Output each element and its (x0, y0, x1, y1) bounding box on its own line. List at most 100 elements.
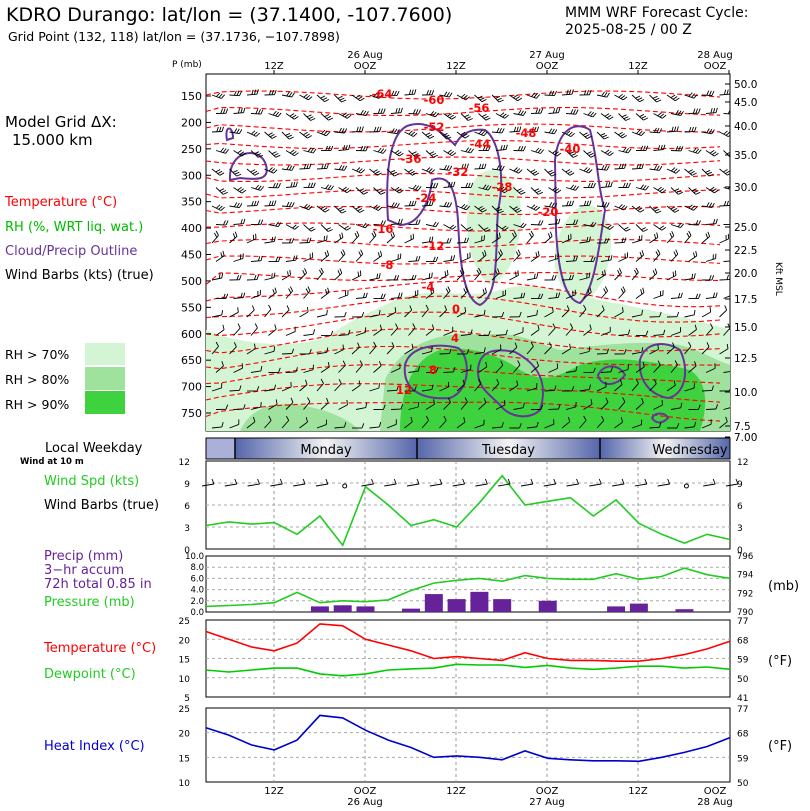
wind-barb-flag (274, 89, 277, 95)
wind-barb-flag (341, 99, 347, 103)
wind-barb-flag (639, 251, 643, 257)
wind-barb-flag (252, 170, 258, 175)
wind-barb-flag (572, 109, 576, 115)
wind-barb-flag (715, 404, 719, 410)
wind-barb-flag (726, 89, 729, 95)
wind-barb (491, 311, 505, 318)
wind-barb-staff (460, 257, 471, 262)
wind-barb-flag (376, 273, 379, 279)
wind-barb-flag (326, 347, 329, 353)
wind-barb (229, 231, 238, 244)
wind-barb-flag (253, 274, 257, 280)
wind-barb-flag (275, 154, 281, 158)
wind-barb-flag (292, 151, 297, 155)
wind-barb-staff (373, 329, 382, 336)
wind-barb-flag (557, 292, 561, 298)
wind-barb (334, 379, 342, 392)
wind-barb-flag (610, 255, 613, 261)
wind-barb-flag (273, 152, 279, 157)
wind-barb-staff (495, 404, 506, 410)
wind-barb-flag (606, 114, 612, 119)
wind-barb (316, 347, 329, 355)
wind-barb-flag (243, 404, 246, 410)
wind-barb-flag (357, 271, 360, 277)
wind-barb-flag (286, 415, 290, 421)
wind-barb-staff (408, 260, 419, 262)
wind-barb-flag (695, 148, 700, 154)
wind-barb-flag (461, 268, 465, 274)
wind-barb-flag (708, 128, 713, 134)
wind-barb-flag (673, 168, 678, 173)
weekday-label: Tuesday (481, 443, 535, 458)
wind-barb-flag (622, 307, 624, 313)
wind-barb (670, 292, 683, 299)
wind-barb (666, 94, 680, 102)
weekday-band-segment (235, 438, 417, 459)
wind-barb (614, 307, 624, 318)
wind-barb (631, 309, 643, 318)
wind-barb-flag (568, 274, 572, 280)
wind-barb (316, 419, 327, 429)
wind-barb (373, 187, 386, 195)
wind-barb-flag (485, 145, 489, 151)
wind-barb-flag (443, 201, 447, 207)
wind-barb (338, 329, 351, 336)
wind-barb-flag (675, 249, 679, 255)
wind-barb-flag (643, 117, 649, 121)
wind-barb (600, 224, 614, 230)
wind-barb (211, 273, 224, 281)
wind-barb-flag (449, 202, 453, 208)
wind-barb-flag (414, 386, 417, 392)
wind-barb-staff (320, 402, 329, 410)
wind-barb (653, 144, 666, 151)
wind-barb-flag (397, 107, 401, 114)
wind-barb-flag (337, 206, 343, 210)
wind-barb (509, 94, 523, 102)
pressure-tick-label: 790 (737, 608, 753, 618)
wind-barb-flag (307, 397, 311, 403)
wind-barb-flag (324, 251, 328, 257)
wind-barb (583, 150, 596, 158)
wind-barb (579, 384, 591, 392)
wind-barb (684, 92, 698, 99)
wind-barb-staff (338, 404, 348, 410)
wind-barb-staff (299, 272, 307, 281)
wind-barb-flag (400, 107, 403, 113)
wind-barb-flag (415, 185, 420, 190)
wind-barb (268, 324, 277, 336)
wind-barb-staff (649, 237, 659, 244)
wind-barb (246, 200, 260, 207)
wind-barb-flag (428, 273, 431, 279)
precip-bar (675, 609, 694, 612)
wind-barb-flag (519, 423, 522, 429)
pressure-tick-label: 600 (181, 328, 202, 341)
wind-barb-flag (239, 91, 243, 96)
wind-barb (421, 415, 430, 429)
surface-wind-flag (621, 478, 625, 485)
surface-wind-flag (257, 478, 260, 485)
wind-barb-staff (666, 346, 675, 355)
wind-barb-flag (342, 186, 347, 191)
wind-barb-flag (443, 91, 448, 97)
wind-barb (565, 109, 579, 115)
wind-barb-flag (689, 170, 695, 175)
wind-barb-flag (652, 206, 658, 210)
wind-barb-flag (607, 150, 612, 155)
temperature-contour-label: -8 (381, 258, 394, 272)
wind-barb-staff (281, 386, 292, 392)
wind-barb (548, 363, 559, 373)
wind-barb-flag (435, 182, 439, 188)
wind-barb (561, 343, 571, 355)
wind-barb-flag (414, 200, 417, 206)
precip-tick-label: 6.0 (190, 574, 204, 584)
wind-barb-flag (711, 151, 717, 156)
wind-barb-flag (286, 305, 290, 311)
wind-barb-flag (286, 201, 290, 207)
wind-barb (281, 348, 295, 355)
wind-barb (316, 267, 324, 281)
wind-barb-flag (253, 89, 257, 95)
surface-wind-flag (530, 478, 534, 485)
temperature-contour-label: -12 (424, 239, 445, 253)
temperature-contour-label: -24 (416, 191, 437, 205)
wind-barb-flag (501, 225, 507, 230)
